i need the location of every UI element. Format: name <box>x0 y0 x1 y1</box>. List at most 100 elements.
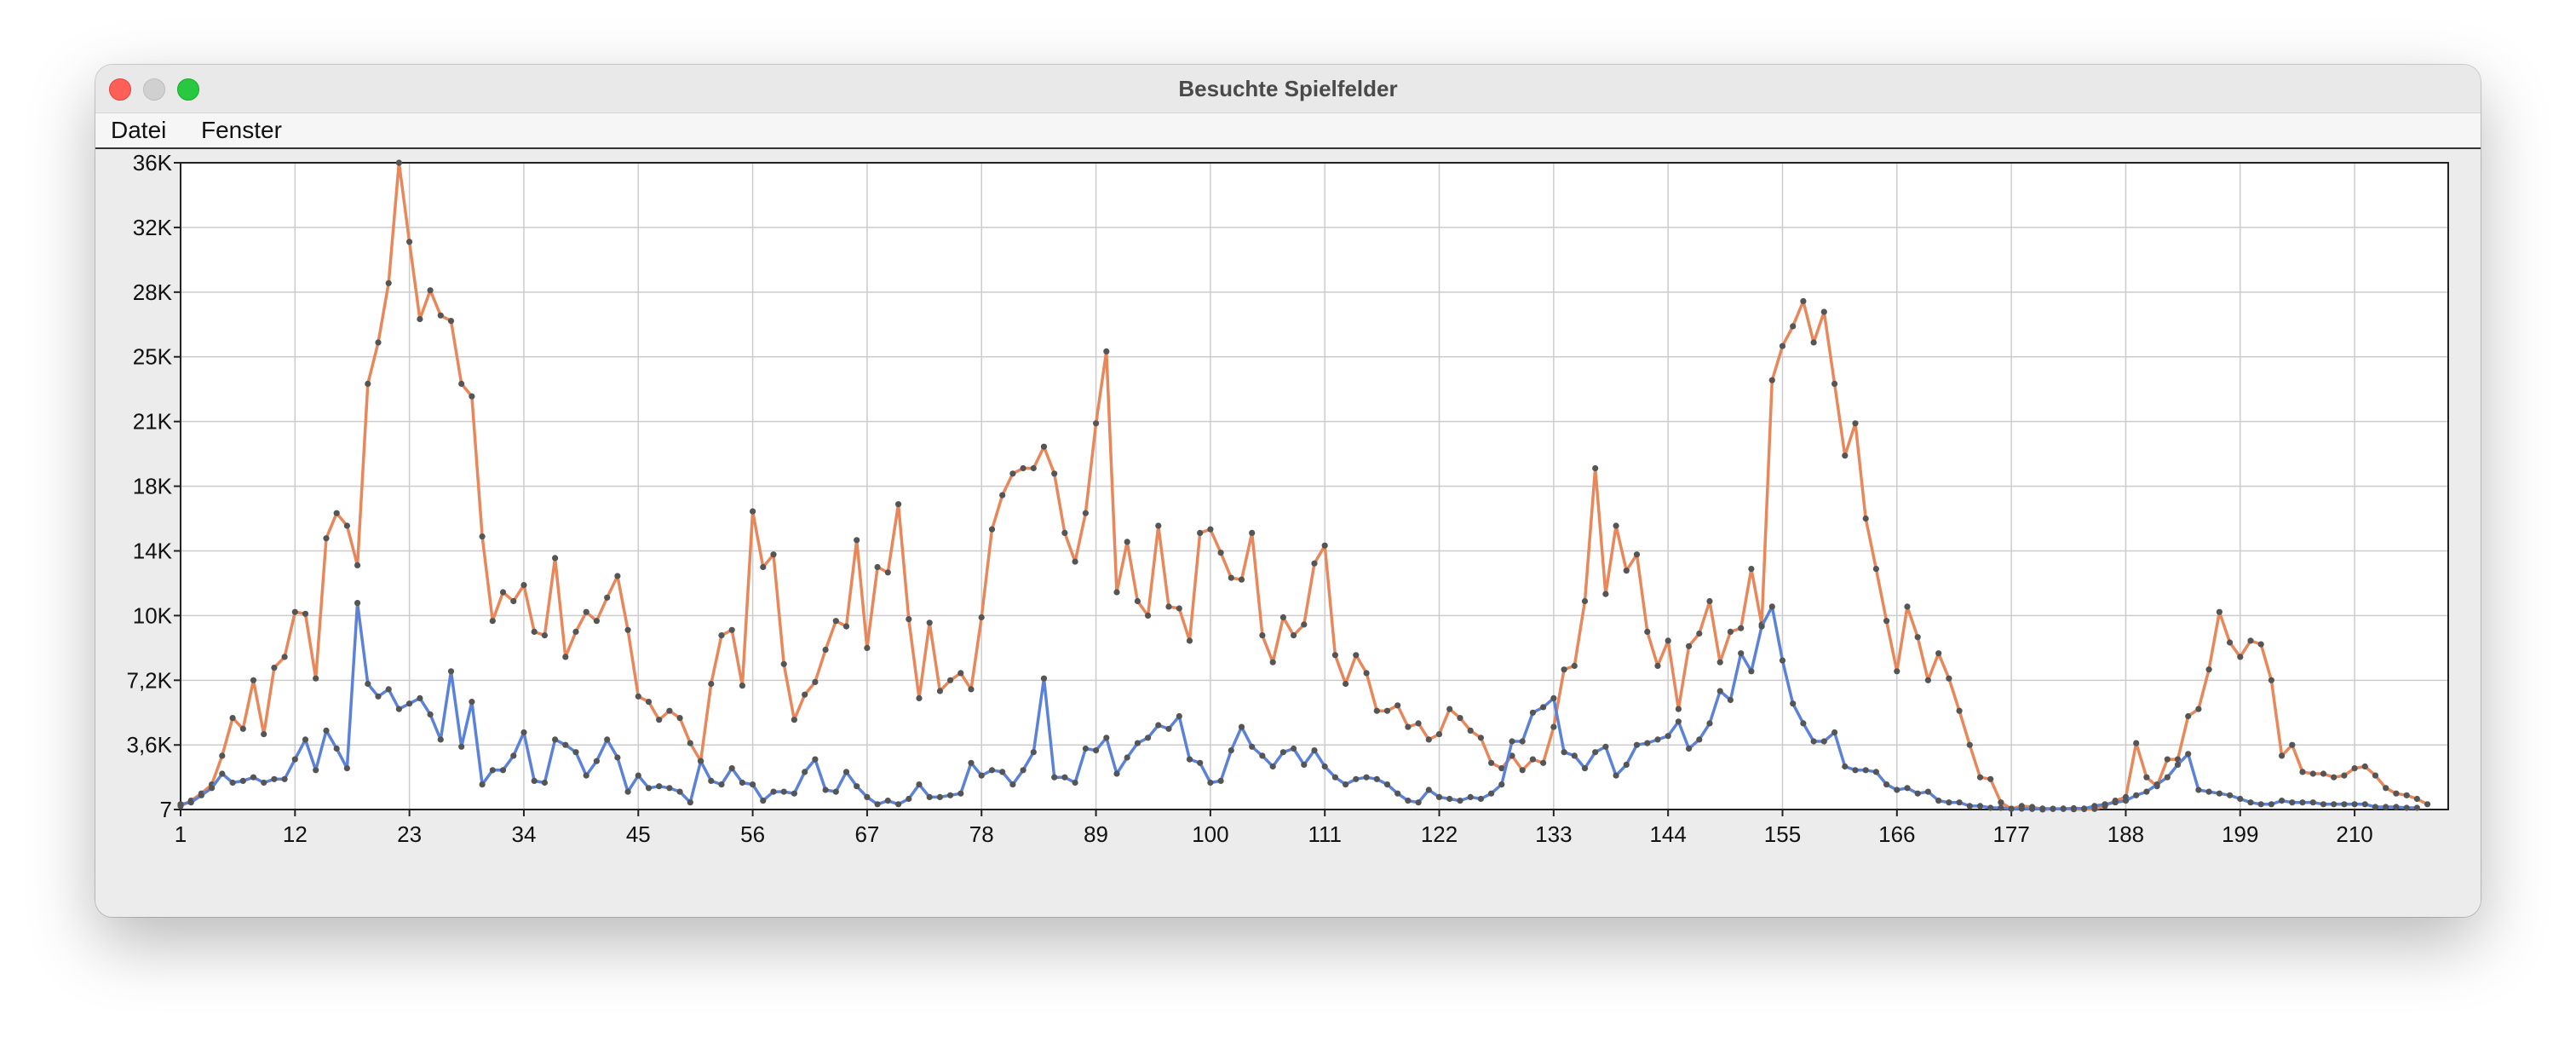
menu-fenster[interactable]: Fenster <box>201 117 282 143</box>
series-2-point <box>2102 801 2108 808</box>
series-2-point <box>2174 761 2182 769</box>
series-2-point <box>2257 801 2264 808</box>
series-2-point <box>437 736 444 743</box>
series-1-point <box>2393 790 2400 797</box>
series-2-point <box>1883 781 1890 788</box>
series-2-point <box>1665 733 1671 740</box>
series-1-point <box>1862 515 1869 522</box>
series-1-point <box>1529 756 1536 763</box>
series-2-point <box>874 801 881 808</box>
series-2-point <box>1103 735 1110 741</box>
series-1-point <box>1165 603 1172 610</box>
y-tick-label: 10K <box>133 602 173 628</box>
x-tick-label: 34 <box>512 821 537 847</box>
series-2-point <box>656 783 663 790</box>
series-1-point <box>1446 706 1453 712</box>
series-2-point <box>1592 749 1599 756</box>
series-1-point <box>947 677 954 683</box>
series-1-point <box>2227 639 2234 646</box>
series-1-point <box>1665 637 1671 644</box>
series-1-point <box>261 731 267 738</box>
series-2-point <box>1946 799 1952 806</box>
minimize-button[interactable] <box>143 78 165 101</box>
series-1-point <box>2320 770 2327 777</box>
series-2-point <box>2320 801 2327 808</box>
series-2-point <box>2268 801 2274 808</box>
series-1-point <box>1124 539 1130 545</box>
series-1-point <box>1613 522 1619 529</box>
y-axis-ticks: 7 3,6K 7,2K 10K 14K 18K 21K 25K 28K 32K 36K <box>127 150 181 822</box>
y-tick-label: 7,2K <box>127 667 173 693</box>
series-2-point <box>842 769 850 775</box>
series-1-point <box>1820 308 1827 315</box>
series-2-point <box>1613 772 1619 779</box>
series-1-point <box>1831 380 1838 387</box>
series-2-point <box>2331 801 2337 808</box>
menu-datei[interactable]: Datei <box>111 117 167 143</box>
series-2-point <box>1644 740 1651 746</box>
window-title: Besuchte Spielfelder <box>1178 76 1398 101</box>
series-2-point <box>1051 774 1058 781</box>
series-2-point <box>1030 749 1037 756</box>
series-1-point <box>1706 597 1713 605</box>
series-1-point <box>447 318 455 325</box>
series-1-point <box>489 618 496 625</box>
series-1-point <box>1946 675 1952 682</box>
series-2-point <box>1748 668 1755 675</box>
series-2-point <box>1654 736 1661 743</box>
series-2-point <box>614 754 621 761</box>
series-2-point <box>1675 718 1682 725</box>
series-1-point <box>1623 568 1630 574</box>
series-2-point <box>1550 694 1557 702</box>
series-2-point <box>1477 795 1484 803</box>
series-2-point <box>2143 788 2150 795</box>
series-2-point <box>313 767 319 774</box>
series-2-point <box>2122 798 2130 804</box>
series-2-point <box>822 787 829 793</box>
series-2-point <box>2372 804 2379 810</box>
series-2-point <box>250 774 257 781</box>
x-tick-label: 177 <box>1992 821 2029 847</box>
series-1-point <box>1550 723 1557 730</box>
series-2-point <box>1914 790 1921 797</box>
series-2-point <box>2299 799 2306 806</box>
series-2-point <box>999 769 1006 775</box>
series-1-point <box>2216 608 2222 615</box>
series-2-point <box>489 767 496 774</box>
series-2-point <box>1009 781 1016 788</box>
series-1-point <box>1009 470 1016 477</box>
title-bar[interactable]: Besuchte Spielfelder <box>95 65 2481 113</box>
series-2-point <box>1904 785 1911 792</box>
series-2-point <box>1998 804 2004 811</box>
x-tick-label: 45 <box>626 821 651 847</box>
series-2-point <box>1831 729 1838 736</box>
series-1-point <box>2351 765 2358 772</box>
series-2-point <box>417 694 423 702</box>
series-2-point <box>510 752 517 759</box>
series-2-point <box>1353 775 1360 782</box>
close-button[interactable] <box>109 78 131 101</box>
series-2-point <box>1540 704 1547 711</box>
series-2-point <box>1259 752 1266 759</box>
series-2-point <box>1311 747 1318 754</box>
series-2-point <box>1976 803 1984 810</box>
series-1-point <box>1633 551 1641 558</box>
series-1-point <box>1145 612 1152 619</box>
series-1-point <box>978 614 985 621</box>
series-2-point <box>1457 798 1463 804</box>
x-tick-label: 67 <box>854 821 879 847</box>
series-1-point <box>510 597 517 605</box>
series-1-point <box>1072 558 1078 565</box>
series-2-point <box>229 779 236 787</box>
series-1-point <box>666 707 673 714</box>
series-1-point <box>1279 614 1286 621</box>
series-2-point <box>198 792 204 798</box>
series-1-point <box>1030 464 1037 472</box>
series-1-point <box>1093 420 1100 427</box>
series-1-point <box>1696 630 1703 637</box>
series-2-point <box>1633 741 1641 748</box>
series-2-point <box>1498 781 1505 788</box>
series-2-point <box>936 793 943 801</box>
zoom-button[interactable] <box>177 78 199 101</box>
series-2-point <box>479 781 486 788</box>
